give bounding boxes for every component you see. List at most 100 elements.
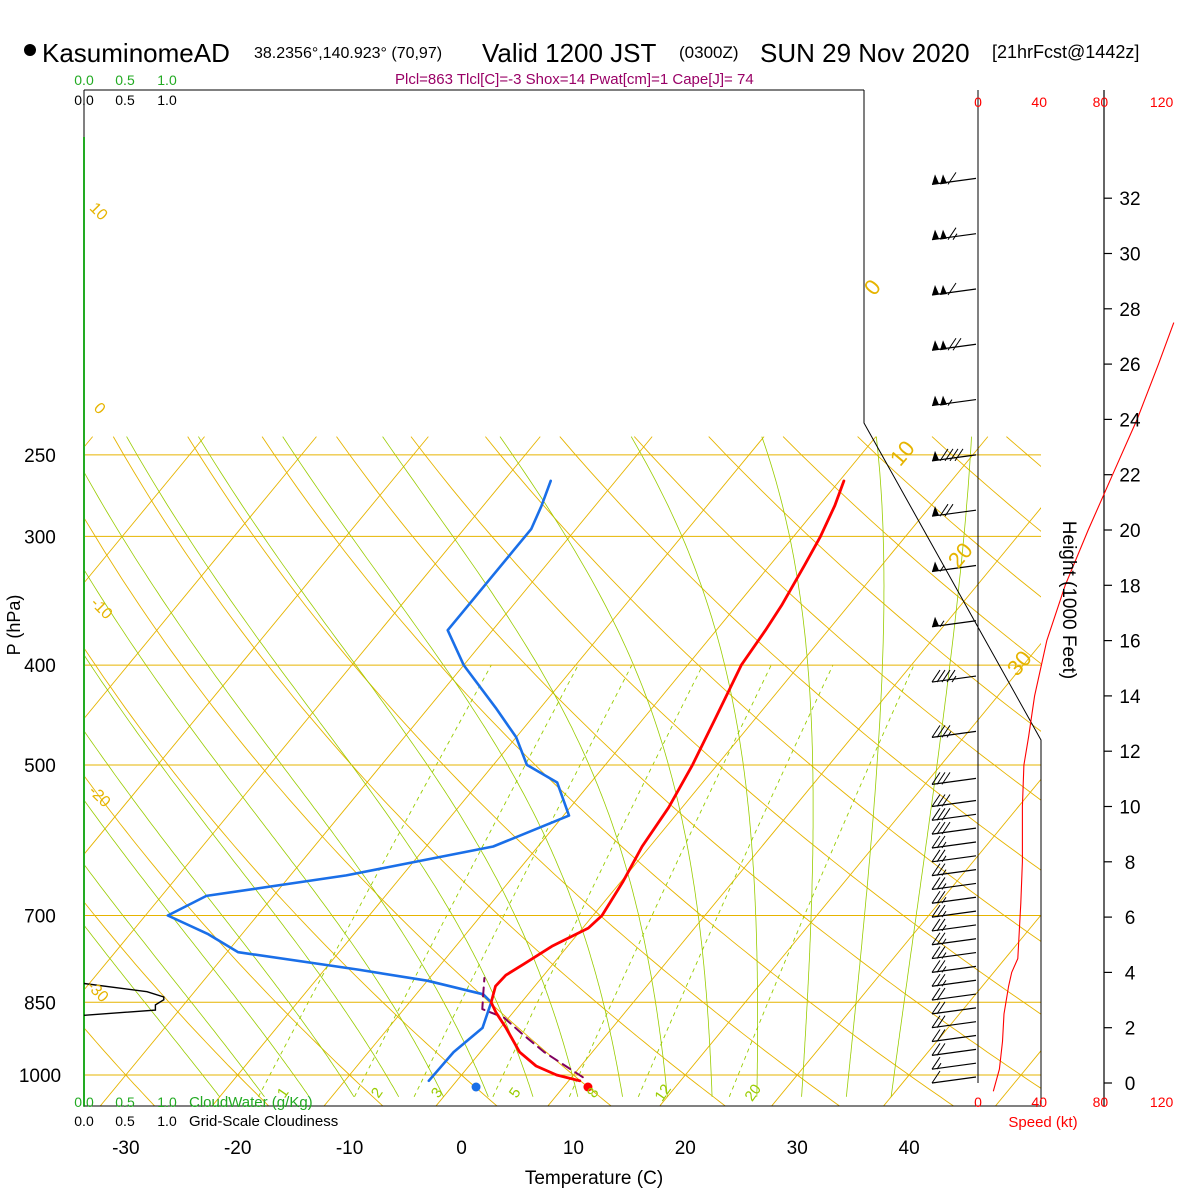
wind-barb-staff xyxy=(931,177,977,185)
height-tick-label: 12 xyxy=(1119,742,1140,763)
parcel-path xyxy=(481,977,584,1079)
wind-barb-staff xyxy=(931,951,977,960)
dry-adiabat-line xyxy=(84,516,612,1106)
wind-barb xyxy=(931,227,977,241)
wind-barb-half-flag xyxy=(941,910,947,918)
mixing-ratio-label: 12 xyxy=(651,1081,674,1104)
wind-barb-staff xyxy=(931,827,977,835)
moist-adiabat-line xyxy=(845,436,885,1097)
wind-barb xyxy=(931,946,977,960)
wind-barb-staff xyxy=(931,1048,977,1056)
cloudwater-tick-top: 0.0 xyxy=(74,72,94,88)
wind-barb-staff xyxy=(931,896,977,904)
mixing-ratio-label: 2 xyxy=(368,1085,387,1102)
wind-barb-flag xyxy=(931,1029,941,1042)
moist-adiabat-line xyxy=(84,730,355,1098)
wind-barb xyxy=(931,503,977,517)
isotherm-line xyxy=(547,507,1041,1106)
wind-barb-flag xyxy=(936,1029,946,1042)
cloudiness-tick-top: 0.5 xyxy=(115,92,135,108)
wind-barb xyxy=(931,669,977,683)
isotherm-line xyxy=(323,436,877,1106)
isotherm-label: 10 xyxy=(885,436,920,471)
wind-barb-flag xyxy=(936,772,946,785)
cloudwater-tick-bottom: 0.0 xyxy=(74,1094,94,1110)
wind-barb-flag xyxy=(936,725,946,738)
wind-barb xyxy=(931,918,977,932)
dry-adiabat-line xyxy=(1006,436,1041,468)
wind-barb-half-flag xyxy=(941,966,947,973)
moist-adiabat-line xyxy=(84,863,265,1098)
wind-barb-flag xyxy=(941,821,951,835)
wind-barb-half-flag xyxy=(941,979,947,987)
x-tick-label: -20 xyxy=(224,1138,251,1159)
wind-barb-half-flag xyxy=(952,233,958,240)
wind-barb xyxy=(931,960,977,973)
isotherm-line xyxy=(659,642,1041,1106)
wind-barb-flag xyxy=(931,835,941,849)
zulu-time: (0300Z) xyxy=(679,43,739,62)
wind-barb-staff xyxy=(931,620,977,628)
moist-adiabat-line xyxy=(84,654,400,1097)
wind-barb-staff xyxy=(931,730,977,738)
height-tick-label: 26 xyxy=(1119,355,1140,376)
wind-barb-flag xyxy=(931,1001,941,1015)
dry-adiabat-line xyxy=(112,436,727,1106)
wind-barb-staff xyxy=(931,233,977,241)
x-tick-label: -30 xyxy=(112,1138,139,1159)
wind-barb-half-flag xyxy=(941,841,947,849)
wind-barb-staff xyxy=(931,813,977,821)
isotherm-line xyxy=(84,436,205,584)
wind-barb-half-flag xyxy=(941,855,947,863)
isotherm-line xyxy=(1098,437,1200,1118)
pressure-tick-label: 850 xyxy=(24,993,56,1014)
wind-barb-pennant xyxy=(932,395,939,406)
wind-barb xyxy=(931,987,977,1001)
wind-barb-flag xyxy=(939,448,949,462)
moist-adiabat-line xyxy=(630,436,758,1097)
wind-barb-flag xyxy=(931,1056,941,1070)
background-grid xyxy=(84,436,1200,1118)
wind-barb xyxy=(931,1070,977,1084)
speed-tick-label-bottom: 120 xyxy=(1150,1094,1174,1110)
wind-barb-flag xyxy=(931,1043,941,1056)
wind-barb-half-flag xyxy=(936,1062,942,1070)
wind-barb-half-flag xyxy=(951,675,957,683)
wind-barb xyxy=(931,561,977,573)
wind-barb-staff xyxy=(931,1034,977,1043)
wind-barb-flag xyxy=(944,503,954,517)
wind-barb-flag xyxy=(936,960,946,973)
wind-barb-flag xyxy=(936,1015,946,1028)
station-coords: 38.2356°,140.923° (70,97) xyxy=(254,45,442,62)
wind-barb-half-flag xyxy=(941,952,947,959)
isotherm-label: 0 xyxy=(859,274,886,299)
wind-barb xyxy=(931,821,977,835)
mixing-ratio-label: 20 xyxy=(741,1081,764,1104)
wind-barb-flag xyxy=(947,282,957,296)
speed-axis-title: Speed (kt) xyxy=(1008,1114,1077,1131)
cloudwater-tick-top: 0.5 xyxy=(115,72,135,88)
wind-barb-flag xyxy=(931,890,941,904)
moist-adiabat-line xyxy=(198,436,579,1097)
wind-barb xyxy=(931,849,977,863)
dewpoint-profile xyxy=(166,479,571,1083)
dry-adiabat-line xyxy=(633,436,1041,801)
wind-barb-flag xyxy=(944,448,954,462)
moist-adiabat-line xyxy=(84,471,489,1097)
mixing-ratio-label: 8 xyxy=(584,1085,603,1102)
wind-barb-flag xyxy=(952,337,962,351)
wind-barb-half-flag xyxy=(941,938,947,946)
wind-barb-pennant xyxy=(932,229,939,240)
wind-barb-flag xyxy=(931,821,941,835)
mixing-ratio-line xyxy=(413,664,633,1097)
pressure-tick-label: 700 xyxy=(24,906,56,927)
height-axis-title: Height (1000 Feet) xyxy=(1058,521,1079,679)
moist-adiabat-line xyxy=(282,436,623,1097)
dry-adiabat-line xyxy=(187,436,841,1106)
wind-barb-staff xyxy=(931,979,977,987)
height-tick-label: 30 xyxy=(1119,245,1140,266)
dry-adiabat-line xyxy=(485,436,1041,943)
speed-tick-label-bottom: 0 xyxy=(974,1094,982,1110)
wind-barb-flag xyxy=(936,849,946,863)
wind-barb-staff xyxy=(931,1076,977,1084)
